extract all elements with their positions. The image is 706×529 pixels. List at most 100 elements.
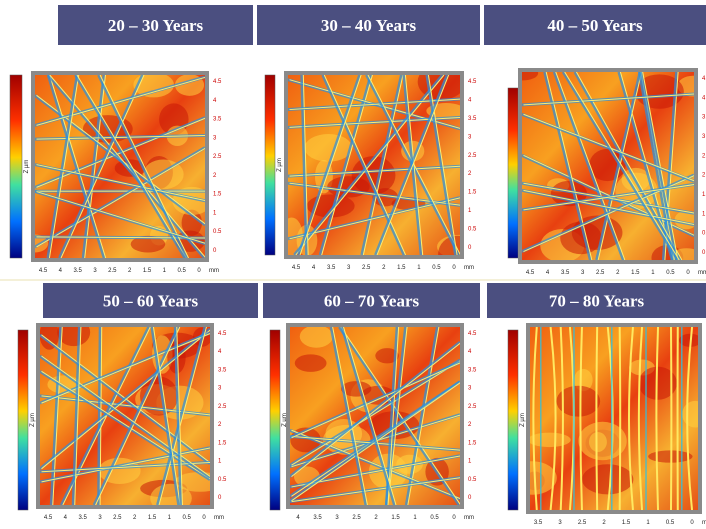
y-tick-label: 3	[218, 386, 222, 392]
y-tick-label: 1.5	[468, 440, 477, 446]
x-tick-label: 0.5	[666, 270, 675, 276]
x-tick-label: 2.5	[108, 268, 117, 274]
x-tick-label: 3.5	[313, 515, 322, 521]
x-tick-label: 4.5	[526, 270, 535, 276]
y-tick-label: 0	[213, 248, 217, 254]
y-tick-label: 3.5	[468, 367, 477, 373]
y-tick-label: 2.5	[213, 154, 222, 160]
y-tick-label: 4	[702, 95, 706, 101]
y-tick-label: 3	[468, 386, 472, 392]
x-tick-label: 2	[382, 265, 386, 271]
y-tick-label: 4.5	[218, 331, 227, 337]
x-tick-label: 4	[296, 515, 300, 521]
y-tick-label: 4	[468, 97, 472, 103]
z-label: Z µm	[277, 158, 283, 172]
y-tick-label: 2.5	[468, 404, 477, 410]
panel-header: 60 – 70 Years	[324, 292, 420, 311]
x-tick-label: 1	[646, 520, 650, 526]
furrow	[596, 327, 597, 510]
x-tick-label: 3.5	[534, 520, 543, 526]
x-tick-label: 1	[417, 265, 421, 271]
y-tick-label: 2.5	[702, 153, 706, 159]
x-tick-label: 0	[690, 520, 694, 526]
x-tick-label: 2.5	[362, 265, 371, 271]
x-tick-label: 1	[651, 270, 655, 276]
y-tick-label: 0	[702, 250, 706, 256]
y-tick-label: 3.5	[218, 367, 227, 373]
x-unit: mm	[209, 268, 219, 274]
x-tick-label: 0.5	[182, 515, 191, 521]
y-tick-label: 2.5	[468, 153, 477, 159]
panel-header: 70 – 80 Years	[549, 292, 645, 311]
y-tick-label: 3.5	[702, 115, 706, 121]
color-bar	[10, 75, 22, 258]
color-bar	[508, 330, 518, 510]
panel-header: 50 – 60 Years	[103, 292, 199, 311]
y-tick-label: 1.5	[468, 190, 477, 196]
x-tick-label: 0	[686, 270, 690, 276]
y-tick-label: 2	[702, 173, 706, 179]
x-tick-label: 2	[616, 270, 620, 276]
x-tick-label: 1.5	[397, 265, 406, 271]
x-tick-label: 0	[202, 515, 206, 521]
y-tick-label: 0.5	[213, 229, 222, 235]
y-tick-label: 4.5	[213, 79, 222, 85]
y-tick-label: 1	[468, 459, 472, 465]
x-tick-label: 1.5	[148, 515, 157, 521]
x-tick-label: 1.5	[631, 270, 640, 276]
x-tick-label: 4	[312, 265, 316, 271]
surface-image	[280, 64, 480, 273]
z-label: Z µm	[24, 160, 30, 174]
y-tick-label: 4.5	[468, 331, 477, 337]
y-tick-label: 2	[218, 422, 222, 428]
z-label: Z µm	[30, 413, 36, 427]
furrow	[620, 327, 621, 510]
x-tick-label: 2	[374, 515, 378, 521]
x-tick-label: 4.5	[292, 265, 301, 271]
y-tick-label: 2	[468, 422, 472, 428]
y-tick-label: 3.5	[213, 117, 222, 123]
surface-image	[508, 327, 706, 510]
x-tick-label: 1	[168, 515, 172, 521]
x-tick-label: 3	[581, 270, 585, 276]
x-tick-label: 2.5	[596, 270, 605, 276]
panel-header: 20 – 30 Years	[108, 16, 204, 35]
y-tick-label: 0.5	[702, 231, 706, 237]
x-tick-label: 2	[128, 268, 132, 274]
x-tick-label: 4.5	[39, 268, 48, 274]
x-tick-label: 1.5	[622, 520, 631, 526]
x-tick-label: 3.5	[73, 268, 82, 274]
x-tick-label: 2	[133, 515, 137, 521]
x-tick-label: 2.5	[578, 520, 587, 526]
color-bar	[508, 88, 518, 258]
x-unit: mm	[698, 270, 706, 276]
x-tick-label: 3	[98, 515, 102, 521]
y-tick-label: 0	[468, 495, 472, 501]
y-tick-label: 4.5	[702, 76, 706, 82]
x-tick-label: 2.5	[113, 515, 122, 521]
x-tick-label: 4	[59, 268, 63, 274]
y-tick-label: 4.5	[468, 79, 477, 85]
red-patch	[300, 325, 333, 348]
figure: 20 – 30 Years Z µm 4.5 4 3.5 3 2.5 2 1.5 1 0.5 0 4.5…	[0, 0, 706, 529]
x-tick-label: 0.5	[430, 515, 439, 521]
color-bar	[270, 330, 280, 510]
y-tick-label: 1.5	[702, 192, 706, 198]
x-unit: mm	[702, 520, 706, 526]
x-tick-label: 3.5	[561, 270, 570, 276]
x-tick-label: 1	[163, 268, 167, 274]
surface-image	[22, 72, 212, 258]
x-tick-label: 0.5	[432, 265, 441, 271]
x-tick-label: 3	[558, 520, 562, 526]
z-label: Z µm	[520, 413, 526, 427]
y-tick-label: 2	[468, 171, 472, 177]
x-unit: mm	[464, 265, 474, 271]
y-tick-label: 0.5	[468, 477, 477, 483]
x-tick-label: 3.5	[327, 265, 336, 271]
x-tick-label: 3	[335, 515, 339, 521]
x-unit: mm	[214, 515, 224, 521]
x-tick-label: 3.5	[78, 515, 87, 521]
y-tick-label: 1.5	[218, 440, 227, 446]
x-tick-label: 1.5	[143, 268, 152, 274]
y-tick-label: 4	[468, 349, 472, 355]
